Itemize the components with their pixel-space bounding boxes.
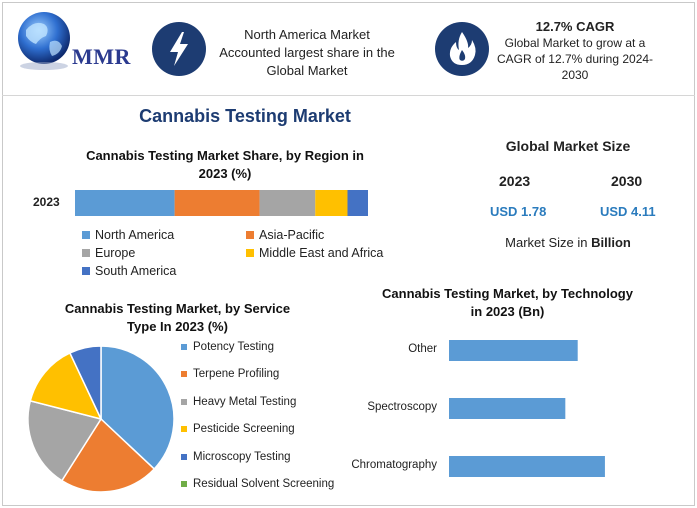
pie-slice-heavy-metal-testing bbox=[27, 399, 103, 482]
lightning-icon bbox=[152, 22, 206, 76]
legend-swatch bbox=[181, 398, 187, 405]
legend-swatch bbox=[181, 426, 187, 433]
service-title-line1: Cannabis Testing Market, by Service bbox=[64, 301, 291, 316]
technology-label-spectroscopy: Spectroscopy bbox=[367, 401, 437, 413]
region-legend-north-america: North America bbox=[82, 228, 174, 242]
highlight2-line1: Global Market to grow at a bbox=[504, 36, 646, 50]
region-legend-europe: Europe bbox=[82, 246, 135, 260]
region-stacked-bar bbox=[75, 190, 368, 216]
technology-title-line1: Cannabis Testing Market, by Technology bbox=[382, 286, 633, 301]
legend-swatch bbox=[246, 231, 254, 239]
legend-label: Middle East and Africa bbox=[259, 246, 384, 260]
global-market-title: Global Market Size bbox=[505, 138, 631, 154]
legend-label: Pesticide Screening bbox=[193, 423, 295, 436]
legend-label: Residual Solvent Screening bbox=[193, 478, 335, 490]
legend-swatch bbox=[181, 344, 187, 350]
legend-swatch bbox=[181, 371, 187, 378]
highlight2-line3: 2030 bbox=[561, 68, 589, 82]
legend-label: Asia-Pacific bbox=[259, 228, 325, 242]
pie-slice-potency-testing bbox=[100, 345, 175, 471]
region-legend-middle-east-and-africa: Middle East and Africa bbox=[246, 246, 383, 260]
mmr-logo: MMR bbox=[10, 8, 138, 86]
value-2023: USD 1.78 bbox=[490, 204, 547, 219]
legend-swatch bbox=[181, 453, 187, 460]
service-legend-potency-testing: Potency Testing bbox=[181, 341, 274, 353]
service-legend-microscopy-testing: Microscopy Testing bbox=[181, 451, 291, 463]
service-legend-residual-solvent-screening: Residual Solvent Screening bbox=[181, 478, 334, 490]
pie-slice-pesticide-screening bbox=[29, 351, 103, 421]
pie-slice-terpene-profiling bbox=[60, 417, 156, 493]
legend-swatch bbox=[82, 267, 90, 275]
globe-icon bbox=[18, 12, 70, 70]
legend-label: Heavy Metal Testing bbox=[193, 395, 297, 408]
legend-label: Europe bbox=[95, 246, 136, 260]
service-pie-chart bbox=[27, 345, 175, 493]
legend-label: Potency Testing bbox=[193, 341, 274, 353]
market-size-unit: Market Size in Billion bbox=[478, 235, 658, 250]
region-category-label: 2023 bbox=[33, 195, 60, 209]
region-bar-segment-asia-pacific bbox=[174, 190, 260, 216]
header-divider bbox=[2, 95, 695, 96]
technology-bar-spectroscopy bbox=[449, 398, 566, 419]
technology-label-other: Other bbox=[408, 343, 437, 355]
legend-swatch bbox=[82, 231, 90, 239]
service-legend-heavy-metal-testing: Heavy Metal Testing bbox=[181, 396, 296, 408]
legend-swatch bbox=[246, 249, 254, 257]
logo-text: MMR bbox=[72, 44, 131, 69]
year-2030-label: 2030 bbox=[611, 173, 643, 189]
value-2030: USD 4.11 bbox=[600, 204, 656, 219]
region-title-line1: Cannabis Testing Market Share, by Region… bbox=[86, 148, 364, 163]
legend-label: Terpene Profiling bbox=[193, 368, 280, 381]
pie-slice-microscopy-testing bbox=[68, 345, 102, 420]
highlight-cagr: 12.7% CAGR Global Market to grow at a CA… bbox=[490, 19, 660, 83]
region-bar-segment-middle-east-and-africa bbox=[315, 190, 348, 216]
highlight1-line3: Global Market bbox=[266, 63, 348, 78]
region-chart-title: Cannabis Testing Market Share, by Region… bbox=[40, 147, 410, 183]
technology-bar-other bbox=[449, 340, 578, 361]
flame-icon bbox=[435, 22, 489, 76]
technology-chart-title: Cannabis Testing Market, by Technology i… bbox=[360, 285, 655, 321]
region-bar-segment-europe bbox=[259, 190, 316, 216]
highlight1-line1: North America Market bbox=[244, 27, 370, 42]
region-bar-segment-south-america bbox=[347, 190, 368, 216]
legend-swatch bbox=[82, 249, 90, 257]
region-legend-asia-pacific: Asia-Pacific bbox=[246, 228, 324, 242]
region-title-line2: 2023 (%) bbox=[198, 166, 252, 181]
service-chart-title: Cannabis Testing Market, by Service Type… bbox=[40, 300, 315, 336]
highlight1-line2: Accounted largest share in the bbox=[219, 45, 395, 60]
unit-prefix: Market Size in bbox=[505, 235, 588, 250]
technology-bar-chromatography bbox=[449, 456, 605, 477]
highlight2-line2: CAGR of 12.7% during 2024- bbox=[496, 52, 654, 66]
legend-label: Microscopy Testing bbox=[193, 450, 291, 463]
technology-title-line2: in 2023 (Bn) bbox=[470, 304, 545, 319]
legend-label: South America bbox=[95, 264, 177, 278]
cagr-title: 12.7% CAGR bbox=[535, 19, 615, 34]
service-title-line2: Type In 2023 (%) bbox=[127, 319, 228, 334]
legend-swatch bbox=[181, 481, 187, 487]
page-title: Cannabis Testing Market bbox=[139, 106, 351, 126]
service-legend-pesticide-screening: Pesticide Screening bbox=[181, 423, 295, 435]
service-legend-terpene-profiling: Terpene Profiling bbox=[181, 368, 279, 380]
highlight-north-america: North America Market Accounted largest s… bbox=[212, 26, 402, 80]
unit-bold: Billion bbox=[591, 235, 631, 250]
legend-label: North America bbox=[95, 228, 175, 242]
region-bar-segment-north-america bbox=[75, 190, 175, 216]
year-2023-label: 2023 bbox=[499, 173, 531, 189]
technology-label-chromatography: Chromatography bbox=[351, 459, 437, 471]
region-legend-south-america: South America bbox=[82, 264, 176, 278]
